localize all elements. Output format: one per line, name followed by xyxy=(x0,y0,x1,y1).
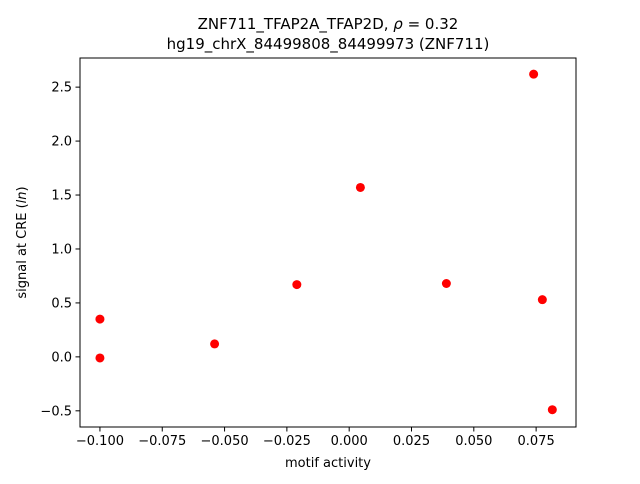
plot-frame xyxy=(79,57,577,428)
chart-title-line2: hg19_chrX_84499808_84499973 (ZNF711) xyxy=(167,35,490,54)
x-tick-label: −0.025 xyxy=(263,434,311,449)
x-tick-label: −0.075 xyxy=(138,434,186,449)
x-axis-label: motif activity xyxy=(285,456,371,471)
y-axis-label: signal at CRE (ln) xyxy=(15,186,30,298)
data-point-7 xyxy=(529,69,539,79)
y-tick-label: −0.5 xyxy=(40,404,72,419)
x-tick-label: 0.075 xyxy=(518,434,555,449)
x-tick-label: −0.050 xyxy=(201,434,249,449)
data-point-5 xyxy=(355,182,365,192)
data-point-2 xyxy=(95,353,105,363)
x-axis-ticks: −0.100 −0.075 −0.050 −0.025 0.000 0.025 0.050 0… xyxy=(76,427,555,449)
y-tick-label: 0.0 xyxy=(51,350,72,365)
y-tick-label: 1.5 xyxy=(51,189,72,204)
data-point-8 xyxy=(537,295,547,305)
data-point-6 xyxy=(441,279,451,288)
data-point-9 xyxy=(547,405,557,415)
data-point-1 xyxy=(95,314,105,324)
chart-title-line1: ZNF711_TFAP2A_TFAP2D, ρ = 0.32 xyxy=(198,15,459,34)
y-tick-label: 0.5 xyxy=(51,296,72,311)
y-tick-label: 2.0 xyxy=(51,135,72,150)
x-tick-label: 0.025 xyxy=(393,434,430,449)
y-tick-label: 1.0 xyxy=(51,242,72,257)
data-point-4 xyxy=(292,280,302,290)
y-axis-ticks: −0.5 0.0 0.5 1.0 1.5 2.0 2.5 xyxy=(40,81,80,419)
points-layer xyxy=(95,69,557,415)
data-point-3 xyxy=(210,339,220,349)
y-tick-label: 2.5 xyxy=(51,81,72,96)
x-tick-label: 0.000 xyxy=(331,434,368,449)
x-tick-label: −0.100 xyxy=(76,434,124,449)
x-tick-label: 0.050 xyxy=(455,434,492,449)
